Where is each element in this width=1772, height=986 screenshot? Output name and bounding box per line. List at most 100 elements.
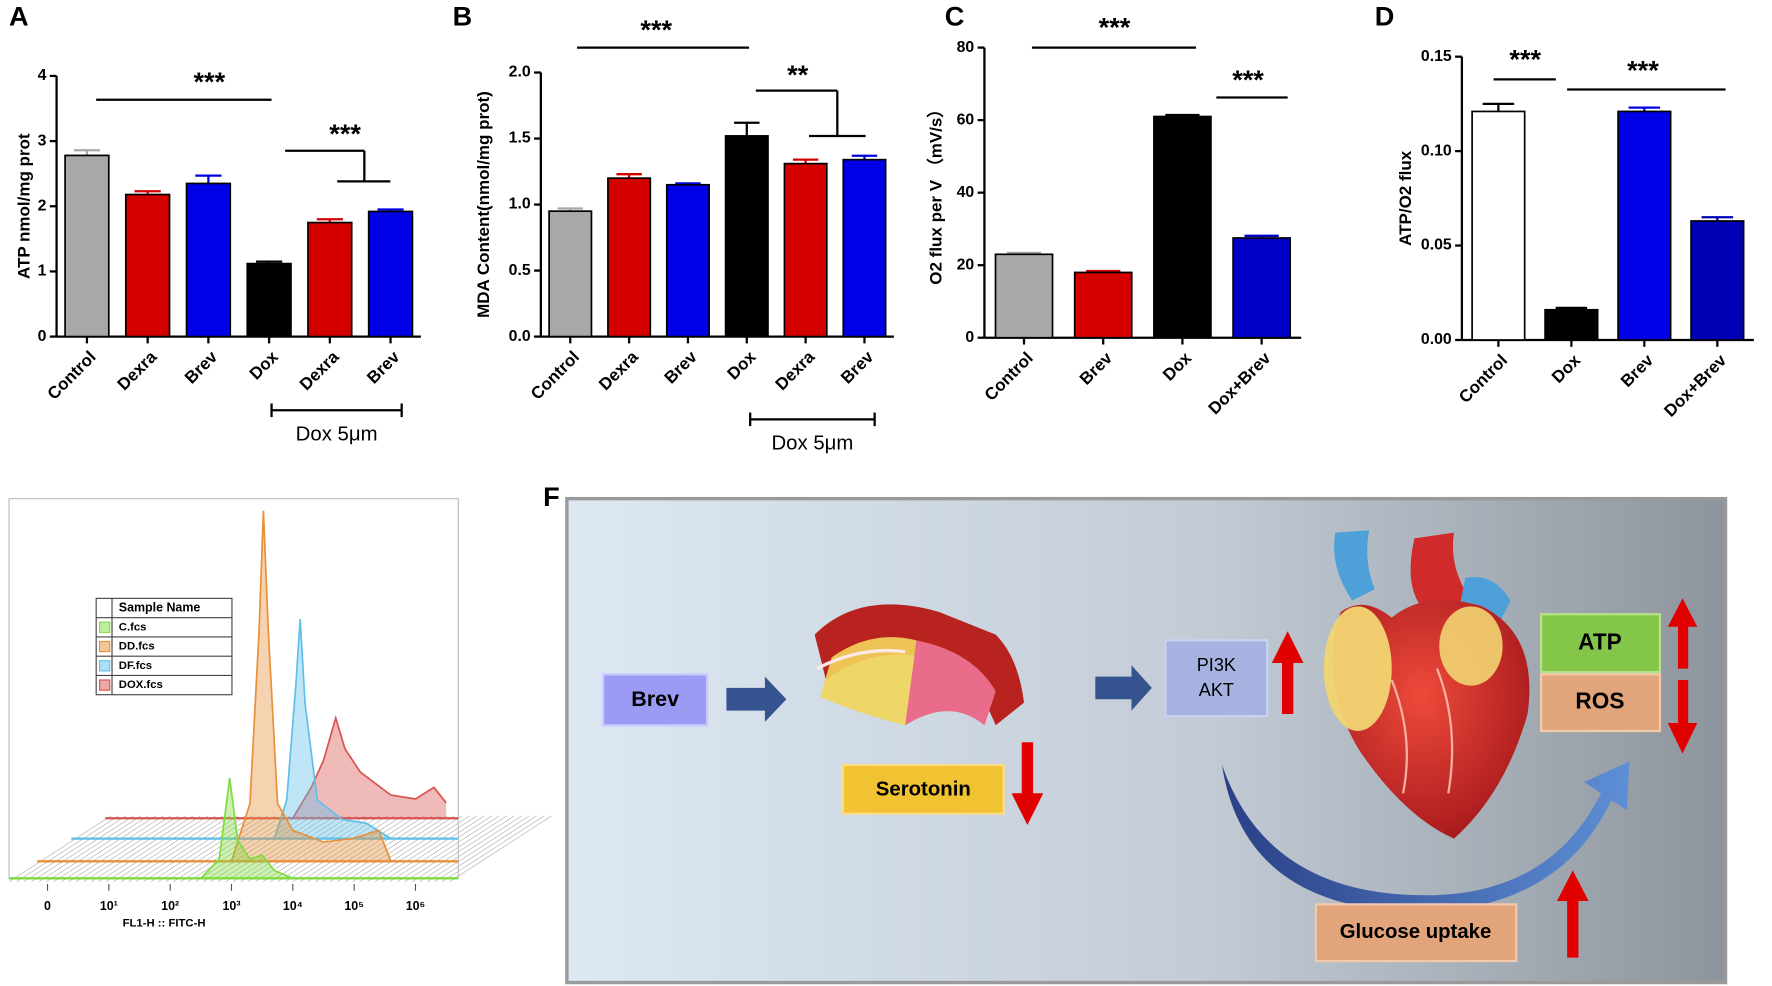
y-tick-label: 1.0 <box>509 196 531 213</box>
node-box <box>601 673 709 727</box>
y-tick-label: 40 <box>957 184 975 201</box>
node-label: Brev <box>631 687 679 711</box>
x-tick-label: Brev <box>837 347 877 388</box>
node-label: PI3K <box>1197 655 1236 675</box>
floor-hatch <box>285 815 388 883</box>
floor-hatch <box>68 815 171 883</box>
density-area <box>274 619 391 839</box>
arrow <box>1095 665 1152 711</box>
arrow <box>1667 679 1698 754</box>
floor-hatch <box>16 815 119 883</box>
arrow <box>1667 598 1698 669</box>
y-tick-label: 0 <box>38 328 47 345</box>
legend-label: DF.fcs <box>119 660 152 672</box>
bar <box>607 177 652 338</box>
arrow <box>1556 870 1589 958</box>
significance-label: *** <box>640 14 672 45</box>
significance-label: *** <box>1627 55 1659 86</box>
heart-illustration <box>1323 530 1530 839</box>
panel-label: F <box>543 481 560 512</box>
node-box <box>1539 673 1662 733</box>
x-tick-label: Control <box>1455 351 1511 407</box>
legend-label: DOX.fcs <box>119 679 163 691</box>
x-tick-label: 0 <box>44 899 51 913</box>
y-tick-label: 0 <box>965 329 974 346</box>
bar <box>1153 115 1212 339</box>
x-tick-label: 10² <box>161 899 179 913</box>
group-label: Dox 5μm <box>296 424 378 446</box>
bar <box>1617 110 1672 341</box>
x-tick-label: Dox <box>723 347 759 384</box>
floor-hatch <box>120 815 224 883</box>
x-tick-label: Control <box>44 347 100 403</box>
floor-hatch <box>359 815 463 883</box>
floor-hatch <box>31 815 134 883</box>
y-tick-label: 1 <box>38 263 47 280</box>
floor-hatch <box>300 815 403 883</box>
bar <box>724 135 769 338</box>
bar <box>842 158 887 338</box>
floor-hatch <box>449 815 552 883</box>
significance-label: *** <box>1232 64 1264 95</box>
bar <box>307 221 353 338</box>
x-tick-label: 10³ <box>223 899 241 913</box>
x-tick-label: Dexra <box>296 347 343 394</box>
x-tick-label: 10⁵ <box>344 899 364 913</box>
floor-hatch <box>434 815 537 883</box>
bar <box>1471 110 1526 341</box>
bar <box>367 210 414 338</box>
y-tick-label: 2 <box>38 197 47 214</box>
floor-hatch <box>203 815 306 883</box>
floor-hatch <box>105 815 209 883</box>
floor-hatch <box>8 815 112 883</box>
floor-hatch <box>210 815 313 883</box>
x-tick-label: Brev <box>181 347 221 388</box>
x-tick-label: Dox <box>1159 348 1195 385</box>
x-tick-label: Control <box>527 347 583 403</box>
floor-hatch <box>315 815 418 883</box>
bar <box>1073 271 1133 339</box>
y-tick-label: 0.10 <box>1421 142 1452 159</box>
floor-hatch <box>329 815 433 883</box>
floor-hatch <box>412 815 515 883</box>
floor-hatch <box>195 815 298 883</box>
density-area <box>200 778 293 879</box>
legend-swatch <box>99 621 111 633</box>
y-tick-label: 0.15 <box>1421 48 1452 65</box>
panel-label: B <box>453 0 473 31</box>
y-tick-label: 4 <box>38 67 47 84</box>
floor-hatch <box>404 815 507 883</box>
x-tick-label: Brev <box>1076 348 1116 389</box>
arrow <box>1271 631 1304 714</box>
node-label: ROS <box>1575 689 1624 714</box>
floor-hatch <box>337 815 440 883</box>
floor-hatch <box>344 815 448 883</box>
vessel-illustration <box>814 604 1025 726</box>
bar <box>665 183 710 338</box>
x-axis-label: FL1-H :: FITC-H <box>123 918 206 930</box>
bar <box>1232 237 1291 339</box>
bar <box>1544 308 1599 341</box>
floor-hatch <box>135 815 239 883</box>
floor-hatch <box>83 815 186 883</box>
floor-hatch <box>90 815 194 883</box>
floor-hatch <box>419 815 522 883</box>
x-tick-label: 10⁴ <box>283 899 303 913</box>
density-line <box>273 618 392 840</box>
bar <box>64 154 110 338</box>
y-tick-label: 0.00 <box>1421 331 1452 348</box>
floor-hatch <box>143 815 246 883</box>
node-label: ATP <box>1578 630 1622 655</box>
floor-hatch <box>262 815 366 883</box>
floor-hatch <box>217 815 321 883</box>
significance-label: *** <box>1509 43 1541 74</box>
legend-swatch <box>99 679 111 691</box>
floor-hatch <box>23 815 127 883</box>
floor-hatch <box>292 815 395 883</box>
floor-hatch <box>113 815 216 883</box>
node-box <box>1164 639 1269 718</box>
floor-hatch <box>46 815 149 883</box>
node-box <box>1539 613 1662 674</box>
node-label: Serotonin <box>876 778 971 800</box>
floor-hatch <box>389 815 492 883</box>
